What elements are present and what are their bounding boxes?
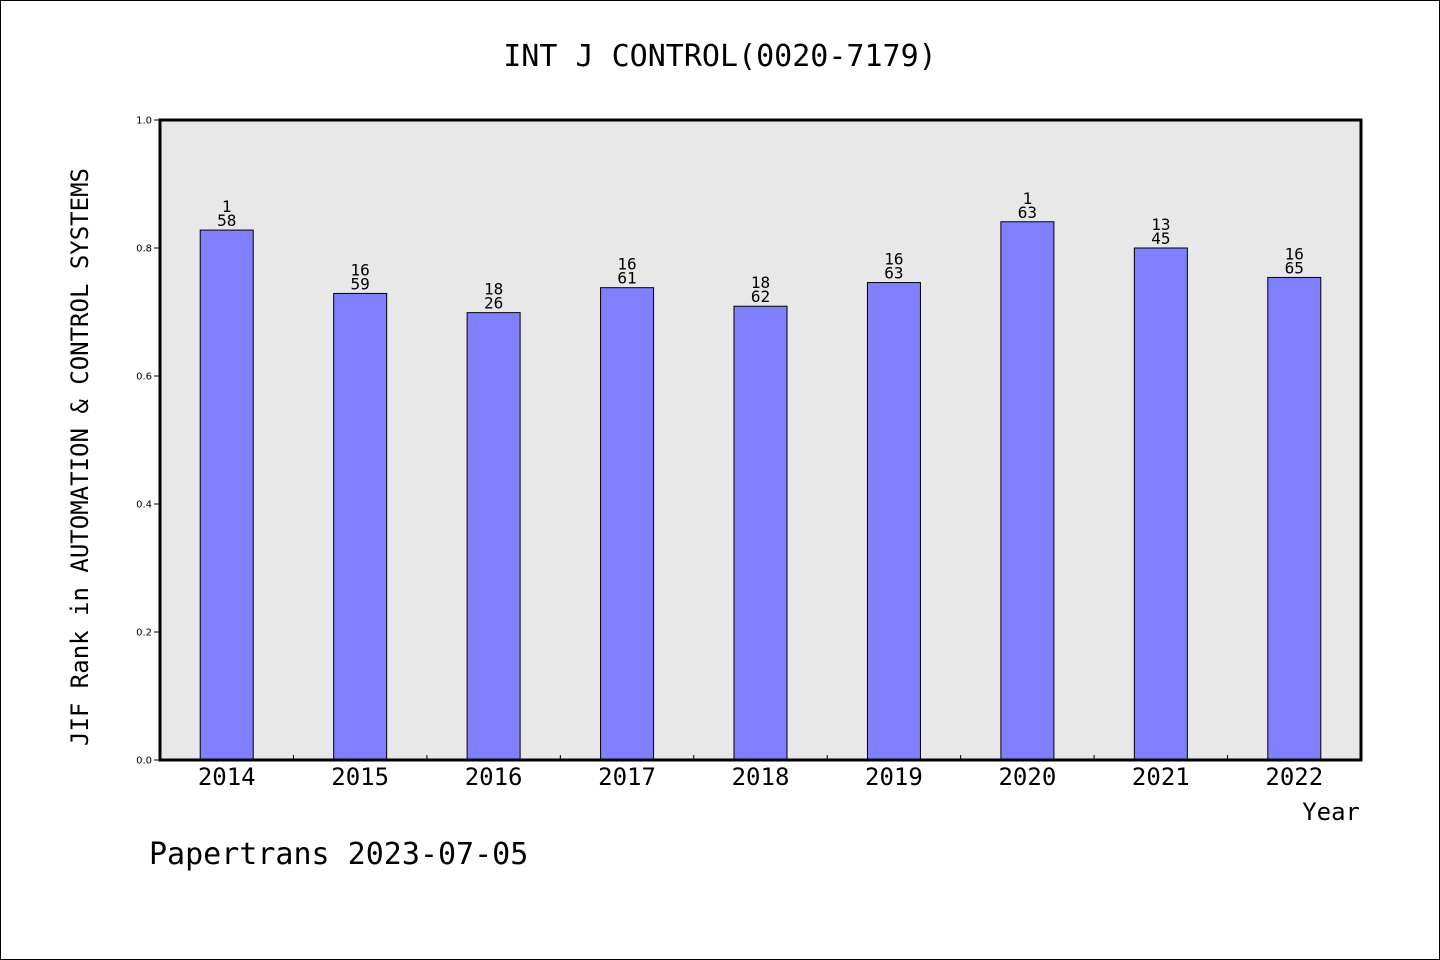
bar-2021 [1133, 247, 1188, 761]
bar-rank-label: 1 [222, 197, 232, 216]
x-tick-label: 2021 [1132, 763, 1190, 791]
bar-total-label: 65 [1285, 258, 1304, 277]
y-tick-label: 1.0 [136, 116, 152, 127]
bar-total-label: 61 [617, 269, 636, 288]
bar-total-label: 59 [351, 274, 370, 293]
bar-2019 [866, 282, 921, 761]
bar-total-label: 45 [1151, 229, 1170, 248]
x-tick-label: 2016 [465, 763, 523, 791]
x-tick-label: 2014 [198, 763, 256, 791]
bar-2022 [1267, 276, 1322, 761]
bar-rank-label: 1 [1023, 189, 1033, 208]
x-axis: 2014 2015 2016 2017 2018 2019 2020 2021 2022 [198, 755, 1323, 791]
bar-rank-label: 13 [1151, 215, 1170, 234]
bar-rank-label: 16 [884, 250, 903, 269]
bar-rank-label: 18 [484, 280, 503, 299]
bar-total-label: 58 [217, 211, 236, 230]
y-tick-label: 0.2 [136, 628, 152, 639]
y-tick-label: 0.6 [136, 372, 152, 383]
chart-title: INT J CONTROL(0020-7179) [503, 39, 936, 74]
plot-border [158, 118, 1363, 762]
bar-rank-label: 16 [617, 255, 636, 274]
x-tick-label: 2018 [732, 763, 790, 791]
x-tick-label: 2017 [598, 763, 656, 791]
y-tick-label: 0.4 [136, 500, 152, 511]
bar-total-label: 63 [1018, 203, 1037, 222]
bar-2018 [733, 305, 788, 761]
bar-2014 [199, 229, 254, 761]
bar-rank-label: 18 [751, 273, 770, 292]
y-tick-label: 0.0 [136, 756, 152, 767]
x-tick-label: 2015 [331, 763, 389, 791]
x-axis-label: Year [1302, 798, 1360, 826]
bar-total-label: 63 [884, 264, 903, 283]
bar-2016 [466, 312, 521, 761]
x-tick-label: 2019 [865, 763, 923, 791]
y-axis: 0.0 0.2 0.4 0.6 0.8 1.0 [136, 116, 160, 767]
bar-rank-label: 16 [1285, 244, 1304, 263]
x-tick-label: 2022 [1265, 763, 1323, 791]
bar-rank-label: 16 [351, 260, 370, 279]
footer-credit: Papertrans 2023-07-05 [149, 837, 528, 872]
y-tick-label: 0.8 [136, 244, 152, 255]
bar-2017 [600, 287, 655, 761]
bar-2020 [1000, 221, 1055, 761]
y-axis-label: JIF Rank in AUTOMATION & CONTROL SYSTEMS [66, 168, 94, 746]
bar-2015 [333, 292, 388, 761]
x-tick-label: 2020 [998, 763, 1056, 791]
bar-total-label: 62 [751, 287, 770, 306]
bar-total-label: 26 [484, 294, 503, 313]
